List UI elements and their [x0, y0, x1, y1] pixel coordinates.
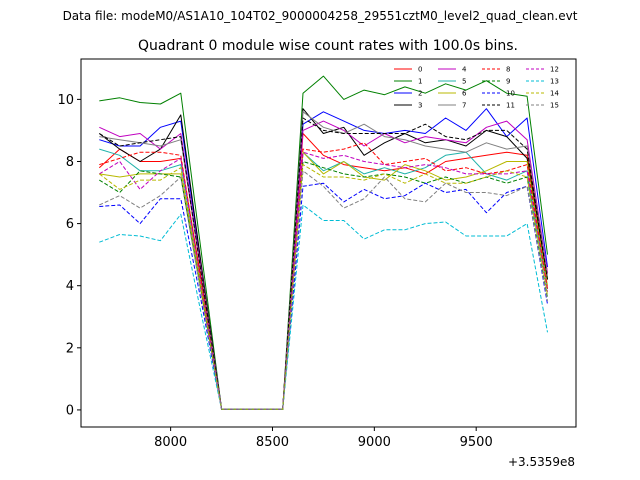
y-tick-label: 4: [66, 279, 74, 294]
y-tick-label: 8: [66, 155, 74, 170]
series-line-7: [99, 111, 548, 410]
y-tick-label: 2: [66, 341, 74, 356]
series-line-0: [98, 133, 548, 410]
series-line-6: [99, 151, 548, 410]
plot-area: 8000 8500 9000 9500024681001234567891011121…: [57, 58, 577, 450]
x-offset-label: +3.5359e8: [508, 455, 575, 469]
legend-label-3: 3: [418, 102, 422, 110]
chart-title: Quadrant 0 module wise count rates with …: [138, 38, 518, 54]
series-line-4: [99, 120, 548, 410]
x-tick-label: 8000: [154, 435, 187, 450]
series-line-14: [98, 164, 548, 410]
series-line-8: [99, 142, 548, 410]
legend-label-8: 8: [506, 66, 510, 74]
legend-label-11: 11: [506, 102, 515, 110]
y-tick-label: 10: [57, 93, 74, 108]
series-line-11: [99, 117, 548, 410]
legend-label-10: 10: [506, 90, 515, 98]
legend-label-6: 6: [462, 90, 467, 98]
series-line-3: [98, 108, 548, 410]
series-line-15: [99, 170, 548, 410]
legend-label-13: 13: [550, 78, 559, 86]
x-tick-label: 9000: [358, 435, 391, 450]
legend-label-9: 9: [506, 78, 510, 86]
x-tick-label: 8500: [256, 435, 289, 450]
legend-label-2: 2: [418, 90, 422, 98]
legend-label-14: 14: [550, 90, 559, 98]
y-tick-label: 0: [66, 403, 74, 418]
x-tick-label: 9500: [460, 435, 493, 450]
series-line-2: [99, 108, 548, 410]
series-line-12: [99, 151, 548, 410]
series-line-5: [99, 148, 548, 410]
legend-label-5: 5: [462, 78, 466, 86]
series-line-10: [99, 182, 548, 410]
axes-frame: [80, 58, 577, 428]
legend-label-4: 4: [462, 66, 467, 74]
figure-suptitle: Data file: modeM0/AS1A10_104T02_90000042…: [63, 9, 578, 23]
y-tick-label: 6: [66, 217, 74, 232]
legend-label-7: 7: [462, 102, 466, 110]
legend-label-12: 12: [550, 66, 559, 74]
series-line-1: [99, 75, 548, 410]
legend-label-1: 1: [418, 78, 422, 86]
legend-label-0: 0: [418, 66, 422, 74]
series-line-9: [99, 161, 548, 410]
legend-label-15: 15: [550, 102, 559, 110]
series-line-13: [99, 204, 548, 410]
